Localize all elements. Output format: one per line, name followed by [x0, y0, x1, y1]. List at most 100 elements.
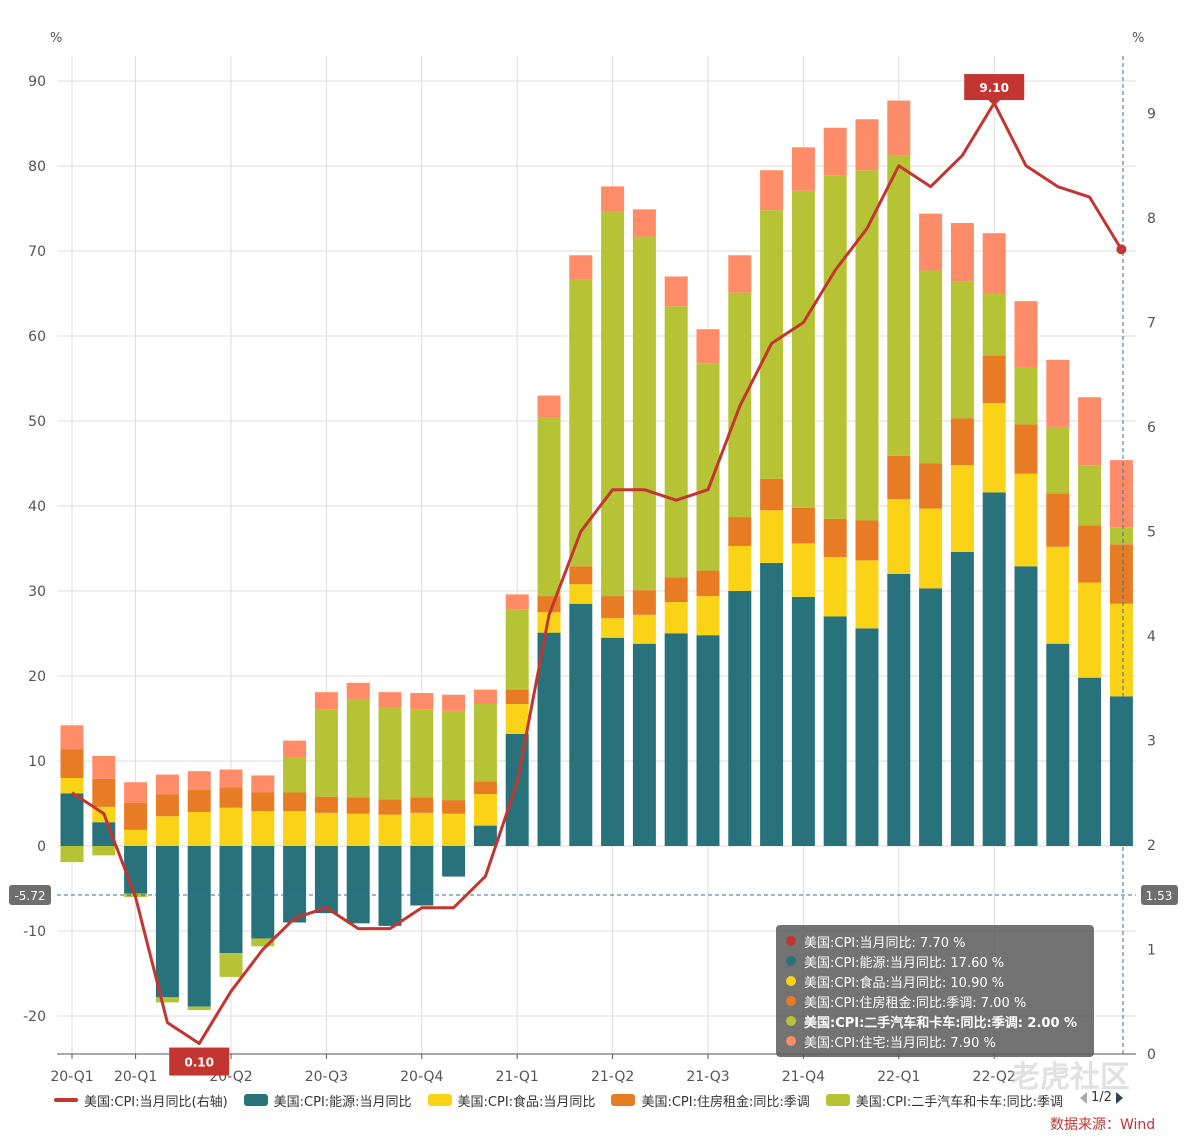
bar-segment [632, 236, 656, 591]
x-tick-label: 21-Q4 [782, 1069, 825, 1085]
bar-segment [378, 814, 402, 846]
bar-segment [314, 846, 338, 914]
max-marker-label: 9.10 [979, 81, 1009, 95]
left-tick-label: 90 [28, 74, 46, 90]
bar-segment [378, 846, 402, 926]
tooltip-text: 美国:CPI:二手汽车和卡车:同比:季调: 2.00 % [804, 1015, 1078, 1031]
bar-segment [1046, 643, 1070, 846]
bar-segment [664, 577, 688, 603]
bar-segment [696, 570, 720, 597]
bar-segment [219, 769, 243, 788]
legend-item[interactable]: 美国:CPI:二手汽车和卡车:同比:季调 [825, 1091, 1063, 1110]
bar-segment [378, 692, 402, 708]
bar-segment [505, 704, 529, 734]
bar-segment [1109, 696, 1133, 846]
bar-segment [1078, 525, 1102, 583]
x-tick-label: 21-Q3 [686, 1069, 729, 1085]
bar-segment [601, 211, 625, 597]
bar-segment [569, 566, 593, 585]
right-tick-label: 7 [1147, 316, 1156, 332]
bar-segment [982, 355, 1006, 404]
bar-segment [855, 170, 879, 521]
bar-segment [760, 510, 784, 563]
bar-segment [919, 213, 943, 271]
bar-segment [1109, 527, 1133, 545]
bar-segment [505, 609, 529, 690]
bar-segment [155, 997, 179, 1003]
bar-segment [251, 775, 275, 793]
legend-item[interactable]: 美国:CPI:住房租金:同比:季调 [611, 1091, 810, 1110]
next-page-icon[interactable] [1115, 1091, 1123, 1104]
bar-segment [283, 846, 307, 923]
bar-segment [791, 543, 815, 597]
bar-segment [60, 778, 84, 794]
bar-segment [251, 792, 275, 812]
data-source: 数据来源：Wind [1050, 1117, 1156, 1133]
bar-segment [378, 707, 402, 800]
left-tick-label: -10 [23, 924, 46, 940]
bar-segment [473, 781, 497, 795]
bar-segment [696, 329, 720, 364]
legend-label: 美国:CPI:住房租金:同比:季调 [641, 1094, 810, 1110]
bar-segment [1014, 367, 1038, 425]
max-marker-pointer [988, 100, 1001, 107]
legend-label: 美国:CPI:二手汽车和卡车:同比:季调 [855, 1094, 1063, 1110]
bar-segment [219, 787, 243, 808]
tooltip-row: 美国:CPI:食品:当月同比: 10.90 % [786, 971, 1084, 991]
bar-segment [473, 704, 497, 782]
x-tick-label: 22-Q1 [877, 1069, 920, 1085]
bar-segment [442, 800, 466, 814]
left-tick-label: 20 [28, 669, 46, 685]
bar-segment [187, 812, 211, 846]
bar-segment [1109, 460, 1133, 528]
bar-segment [791, 507, 815, 544]
legend-pager[interactable]: 1/2 [1080, 1090, 1123, 1105]
left-tick-label: 30 [28, 584, 46, 600]
bar-segment [664, 306, 688, 578]
legend-item[interactable]: 美国:CPI:当月同比(右轴) [54, 1091, 228, 1110]
bar-segment [314, 812, 338, 846]
prev-page-icon[interactable] [1080, 1091, 1087, 1104]
bar-segment [442, 694, 466, 711]
legend-swatch [427, 1094, 452, 1106]
left-tick-label: 0 [37, 839, 46, 855]
bar-segment [855, 560, 879, 629]
bar-segment [505, 733, 529, 846]
bar-segment [410, 846, 434, 906]
bar-segment [155, 774, 179, 795]
bar-segment [1046, 426, 1070, 494]
bar-segment [473, 794, 497, 826]
legend-item[interactable]: 美国:CPI:能源:当月同比 [243, 1091, 412, 1110]
bar-segment [346, 846, 370, 924]
x-tick-label: 21-Q1 [496, 1069, 539, 1085]
legend-swatch [243, 1094, 268, 1106]
left-axis-unit: % [50, 31, 62, 46]
legend-label: 美国:CPI:食品:当月同比 [457, 1094, 596, 1110]
bar-segment [346, 813, 370, 846]
bar-segment [378, 799, 402, 815]
bar-segment [283, 740, 307, 758]
bar-segment [314, 796, 338, 813]
legend-item[interactable]: 美国:CPI:食品:当月同比 [427, 1091, 596, 1110]
bar-segment [187, 789, 211, 812]
min-marker-label: 0.10 [184, 1056, 214, 1070]
bar-segment [60, 749, 84, 778]
crosshair-left-label: -5.72 [14, 889, 45, 903]
tooltip-dot [786, 976, 796, 986]
bar-segment [855, 119, 879, 171]
legend-swatch [825, 1094, 850, 1106]
bar-segment [569, 584, 593, 604]
pager-label: 1/2 [1091, 1090, 1112, 1105]
legend-swatch [611, 1094, 636, 1106]
bar-segment [632, 590, 656, 615]
tooltip-text: 美国:CPI:住房租金:同比:季调: 7.00 % [804, 995, 1027, 1011]
x-tick-label: 20-Q3 [305, 1069, 348, 1085]
bar-segment [314, 692, 338, 710]
bar-segment [155, 816, 179, 846]
legend: 美国:CPI:当月同比(右轴) 美国:CPI:能源:当月同比 美国:CPI:食品:当… [54, 1086, 1084, 1114]
tooltip-text: 美国:CPI:食品:当月同比: 10.90 % [804, 975, 1005, 991]
bar-segment [473, 825, 497, 846]
bar-segment [601, 618, 625, 638]
bar-segment [537, 632, 561, 846]
